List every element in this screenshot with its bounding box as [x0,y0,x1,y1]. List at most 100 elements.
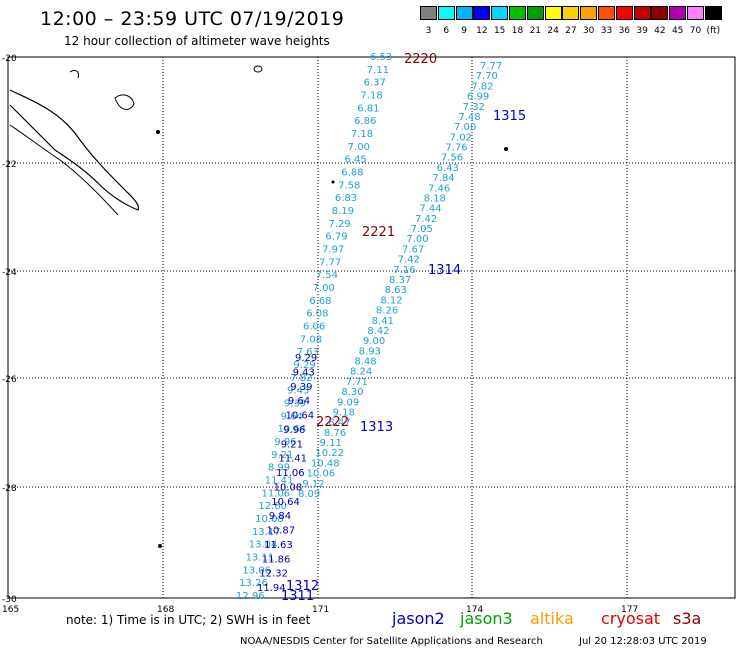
track-value: 7.42 [415,214,437,225]
track-value: 8.76 [324,428,346,439]
track-value: 7.11 [367,65,389,76]
track-value: 6.43 [437,163,459,174]
track-value: 6.83 [335,193,357,204]
legend-label: 18 [511,26,524,36]
lon-tick-label: 177 [621,605,638,615]
satellite-legend-item: s3a [673,609,702,628]
track-value: 6.45 [344,155,366,166]
legend-label: 30 [582,26,595,36]
track-value: 7.02 [450,132,472,143]
legend-swatch [687,6,704,20]
lat-tick-label: -24 [2,268,17,278]
satellite-legend-item: altika [530,609,574,628]
track-value: 7.00 [313,283,335,294]
track-value: 7.82 [290,373,312,384]
satellite-legend-item: jason3 [460,609,513,628]
legend-label: 6 [443,26,450,36]
legend-swatch [544,6,562,20]
footer-credit: NOAA/NESDIS Center for Satellite Applica… [240,636,543,647]
time-label: 1313 [360,420,393,435]
track-value-jason2: 9.64 [288,396,310,407]
track-value-jason2: 11.06 [276,468,305,479]
track-value: 7.76 [445,143,467,154]
lat-tick-label: -22 [2,160,17,170]
track-value-jason2: 9.84 [269,511,291,522]
track-value: 8.37 [389,275,411,286]
time-label: 2220 [404,52,437,67]
track-value: 10.22 [315,448,344,459]
time-label: 1314 [428,263,461,278]
track-value: 7.00 [406,234,428,245]
lat-tick-label: -26 [2,375,17,385]
track-value: 10.48 [311,458,340,469]
track-value: 7.58 [338,180,360,191]
legend-swatch [473,6,491,20]
satellite-legend-item: cryosat [601,609,661,628]
map-subtitle: 12 hour collection of altimeter wave hei… [64,34,330,48]
track-value: 6.68 [309,296,331,307]
track-value: 8.48 [354,357,376,368]
lon-tick-label: 171 [312,605,329,615]
lat-tick-label: -20 [2,54,17,64]
track-value: 9.11 [320,438,342,449]
track-value: 12.60 [258,501,287,512]
map-title: 12:00 – 23:59 UTC 07/19/2019 [40,8,345,30]
legend-label: 45 [671,26,684,36]
track-value: 9.09 [337,397,359,408]
legend-swatch [455,6,473,20]
legend-swatch [437,6,455,20]
track-value: 7.48 [458,112,480,123]
track-value: 9.21 [271,450,293,461]
track-value: 11.41 [265,476,294,487]
legend-label: 15 [493,26,506,36]
track-value: 7.84 [432,173,454,184]
legend-label: 36 [618,26,631,36]
track-value: 12.96 [236,591,265,602]
legend-label: 39 [636,26,648,36]
legend-label: 33 [600,26,613,36]
legend-swatch [598,6,615,20]
island [156,130,160,134]
track-value: 6.53 [370,52,392,63]
track-value: 7.67 [402,244,424,255]
track-value: 9.29 [293,360,315,371]
legend-label: 70 [689,26,702,36]
island [504,147,508,151]
legend-label: 27 [565,26,577,36]
track-value: 8.24 [350,367,372,378]
track-value: 8.63 [385,285,407,296]
track-value-jason2: 10.08 [274,482,303,493]
track-value: 8.41 [372,316,394,327]
track-value: 8.93 [359,346,381,357]
track-value: 8.26 [376,306,398,317]
island [253,65,263,73]
track-value: 8.18 [424,193,446,204]
legend-label: 3 [425,26,432,36]
track-value: 7.16 [393,265,415,276]
track-value: 7.18 [351,129,373,140]
track-value-jason2: 9.21 [281,439,303,450]
track-value: 7.97 [322,245,344,256]
track-value: 7.77 [480,61,502,72]
track-value-jason2: 10.87 [267,526,296,537]
track-value: 8.12 [380,295,402,306]
track-value: 13.26 [239,578,268,589]
track-value: 6.06 [303,322,325,333]
track-value: 8.99 [268,463,290,474]
legend-label: 9 [461,26,467,36]
island [69,69,79,79]
track-value: 6.08 [306,309,328,320]
track-value: 7.08 [300,334,322,345]
track-value-jason2: 12.32 [259,569,288,580]
track-value: 7.44 [419,204,441,215]
track-value: 7.77 [319,257,341,268]
track-value: 9.00 [363,336,385,347]
coastline [9,89,140,211]
track-value: 6.88 [341,168,363,179]
track-value: 8.47 [328,418,350,429]
map-frame [7,56,736,599]
track-value: 7.29 [329,219,351,230]
track-value: 9.39 [284,399,306,410]
legend-swatch [633,6,651,20]
